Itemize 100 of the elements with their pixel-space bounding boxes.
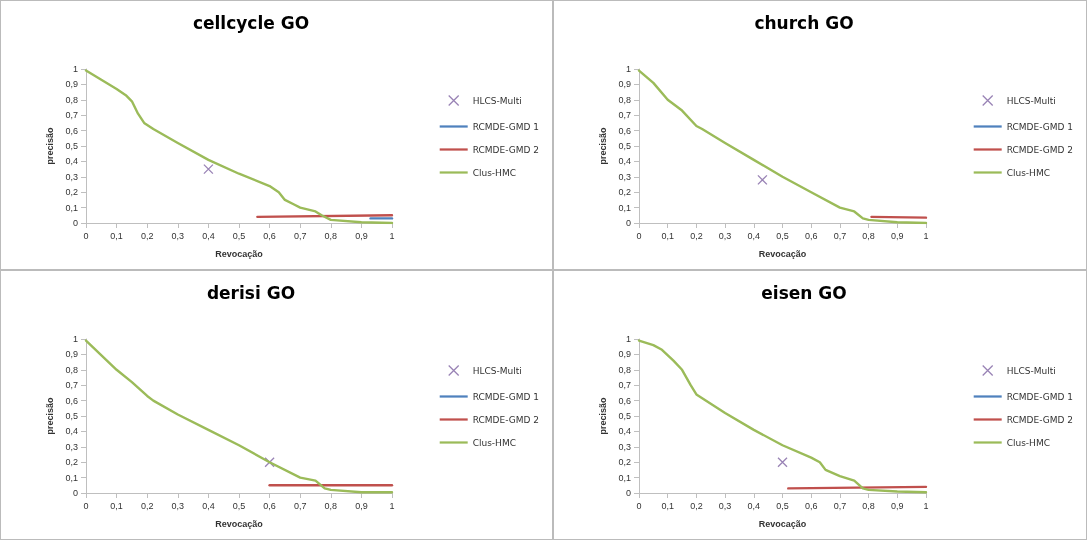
y-tick-label: 0,4	[65, 426, 78, 437]
x-tick-label: 0,2	[140, 230, 154, 241]
x-tick-label: 0,1	[110, 230, 123, 241]
y-tick-label: 1	[72, 334, 78, 344]
x-tick-label: 0,5	[232, 500, 246, 511]
x-tick-label: 0,9	[355, 230, 368, 241]
chart-title: church GO	[754, 12, 854, 33]
x-tick-label: 0	[83, 500, 89, 511]
x-axis-title: Revocação	[758, 248, 807, 259]
legend-label: RCMDE-GMD 2	[1006, 144, 1074, 155]
y-tick-label: 0,6	[618, 125, 631, 136]
y-tick-label: 1	[625, 64, 631, 74]
y-tick-label: 0,2	[618, 187, 631, 198]
y-tick-label: 0,3	[65, 441, 78, 452]
y-tick-label: 0,8	[65, 364, 78, 375]
legend-label: RCMDE-GMD 1	[472, 391, 540, 402]
y-tick-label: 0,4	[618, 156, 631, 167]
line-series	[637, 69, 928, 225]
y-tick-label: 0,5	[65, 411, 78, 421]
y-tick-label: 0	[72, 488, 78, 498]
y-tick-label: 0,4	[65, 156, 78, 167]
y-tick-label: 0,1	[65, 202, 78, 213]
y-axis-title: precisão	[597, 126, 608, 165]
y-tick-label: 0,9	[618, 349, 631, 360]
x-tick-label: 0,3	[171, 230, 185, 241]
y-tick-label: 0,5	[618, 141, 631, 151]
x-tick-label: 0,9	[355, 500, 368, 511]
line-series	[84, 69, 394, 225]
x-tick-label: 0,1	[661, 230, 674, 241]
y-axis-title: precisão	[44, 396, 55, 435]
y-tick-label: 0,2	[65, 457, 78, 468]
y-tick-label: 0,9	[65, 79, 78, 90]
legend-label: RCMDE-GMD 1	[472, 121, 540, 132]
x-tick-label: 0,4	[202, 500, 215, 511]
x-tick-label: 0	[83, 230, 89, 241]
x-tick-label: 0,8	[862, 500, 875, 511]
legend-label: HLCS-Multi	[472, 365, 522, 376]
x-tick-label: 1	[389, 230, 395, 241]
y-tick-label: 0,3	[618, 171, 631, 182]
x-tick-label: 0,7	[833, 230, 847, 241]
legend-label: HLCS-Multi	[1006, 95, 1056, 106]
x-tick-label: 0,2	[690, 230, 703, 241]
x-tick-label: 1	[923, 500, 929, 511]
y-axis-title: precisão	[44, 126, 55, 165]
x-axis-title: Revocação	[215, 248, 264, 259]
x-tick-label: 0,1	[110, 500, 123, 511]
legend-label: RCMDE-GMD 2	[1006, 414, 1074, 425]
x-tick-label: 0,8	[324, 500, 338, 511]
x-tick-label: 0,3	[171, 500, 185, 511]
x-tick-label: 1	[923, 230, 929, 241]
x-tick-label: 0,7	[833, 500, 847, 511]
y-tick-label: 0,8	[65, 94, 78, 105]
y-tick-label: 0,8	[618, 364, 631, 375]
legend-label: RCMDE-GMD 2	[472, 144, 540, 155]
chart-title: cellcycle GO	[192, 12, 310, 33]
x-tick-label: 0,9	[891, 230, 904, 241]
y-tick-label: 0	[72, 218, 78, 228]
x-tick-label: 0	[636, 230, 642, 241]
y-tick-label: 0,9	[65, 349, 78, 360]
x-tick-label: 0,9	[891, 500, 904, 511]
y-tick-label: 0,1	[65, 472, 78, 483]
x-tick-label: 0,2	[140, 500, 154, 511]
y-tick-label: 0,7	[65, 380, 78, 391]
y-tick-label: 0,7	[65, 110, 78, 121]
legend-label: RCMDE-GMD 2	[472, 414, 540, 425]
x-axis-title: Revocação	[758, 518, 807, 529]
x-axis-title: Revocação	[215, 518, 264, 529]
legend-label: RCMDE-GMD 1	[1006, 121, 1074, 132]
x-tick-label: 0,4	[202, 230, 215, 241]
y-tick-label: 0,2	[618, 457, 631, 468]
y-tick-label: 0,6	[65, 395, 78, 406]
chart-title: eisen GO	[761, 282, 847, 303]
x-tick-label: 0,8	[862, 230, 875, 241]
legend-label: Clus-HMC	[1006, 437, 1050, 448]
x-tick-label: 0,7	[293, 230, 307, 241]
y-tick-label: 0,6	[618, 395, 631, 406]
x-tick-label: 0,5	[776, 500, 789, 511]
x-tick-label: 0,1	[661, 500, 674, 511]
y-tick-label: 0,5	[65, 141, 78, 151]
x-tick-label: 1	[389, 500, 395, 511]
y-tick-label: 0,9	[618, 79, 631, 90]
y-tick-label: 0,3	[618, 441, 631, 452]
x-tick-label: 0,8	[324, 230, 338, 241]
legend-label: RCMDE-GMD 1	[1006, 391, 1074, 402]
chart-title: derisi GO	[206, 282, 296, 303]
y-tick-label: 0	[625, 488, 631, 498]
x-tick-label: 0,5	[232, 230, 246, 241]
x-tick-label: 0,6	[263, 500, 276, 511]
x-tick-label: 0,6	[804, 500, 818, 511]
y-tick-label: 0,7	[618, 380, 631, 391]
y-tick-label: 1	[625, 334, 631, 344]
y-tick-label: 0,1	[618, 472, 631, 483]
y-tick-label: 0,3	[65, 171, 78, 182]
legend-label: HLCS-Multi	[1006, 365, 1056, 376]
legend-label: Clus-HMC	[472, 437, 516, 448]
legend-label: Clus-HMC	[1006, 167, 1050, 178]
y-tick-label: 0,2	[65, 187, 78, 198]
x-tick-label: 0,7	[293, 500, 307, 511]
legend-label: Clus-HMC	[472, 167, 516, 178]
x-tick-label: 0,3	[718, 230, 732, 241]
